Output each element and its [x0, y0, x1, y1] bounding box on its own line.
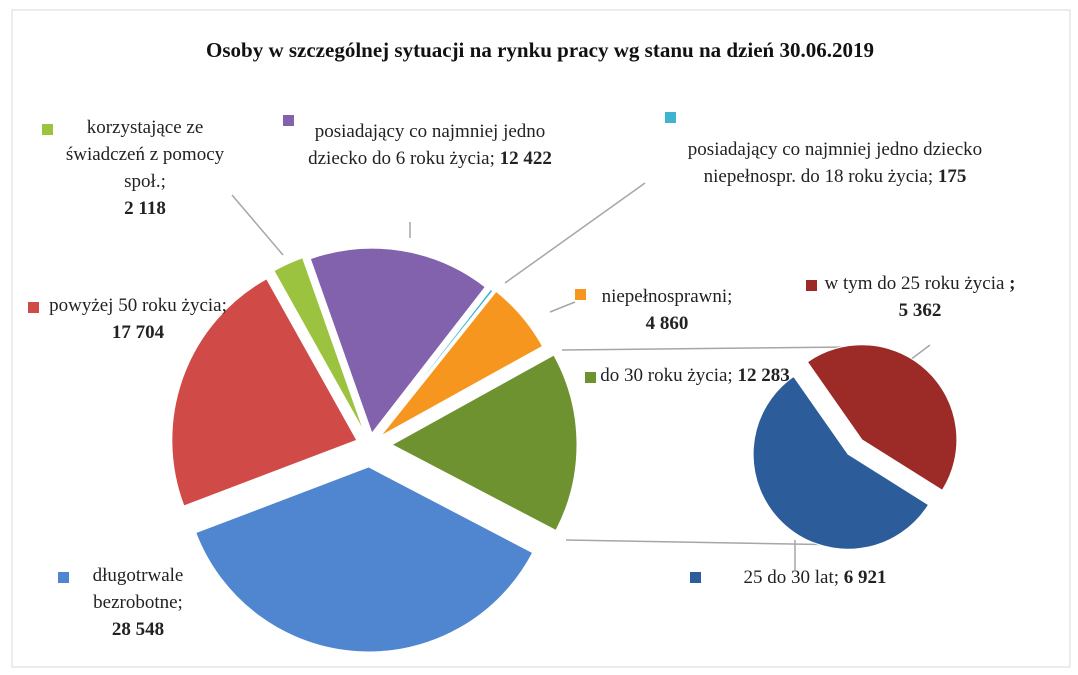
leader-line [909, 344, 931, 361]
label-name: korzystające ze świadczeń z pomocy społ.… [65, 117, 225, 192]
label-value: 17 704 [111, 322, 165, 343]
legend-swatch [665, 112, 676, 123]
legend-swatch [283, 115, 294, 126]
pie-slice [309, 247, 486, 435]
data-label: w tym do 25 roku życia ; 5 362 [820, 270, 1020, 324]
data-label: posiadający co najmniej jedno dziecko do… [300, 118, 560, 172]
pie-slice [752, 375, 930, 550]
pie-slice [195, 466, 534, 653]
pie-slice [273, 257, 365, 433]
connector-line [565, 539, 851, 546]
legend-swatch [58, 572, 69, 583]
label-value: ; 5 362 [898, 273, 1016, 321]
label-value: 175 [937, 166, 967, 187]
leader-line [231, 194, 284, 256]
legend-swatch [690, 572, 701, 583]
legend-swatch [28, 302, 39, 313]
label-value: 12 283 [737, 365, 790, 386]
leader-lines [231, 182, 931, 570]
data-label: długotrwale bezrobotne; 28 548 [68, 562, 208, 643]
leader-line [504, 182, 646, 284]
label-name: do 30 roku życia; [600, 365, 733, 386]
data-label: powyżej 50 roku życia; 17 704 [38, 292, 238, 346]
pie-slice [806, 344, 958, 492]
label-name: powyżej 50 roku życia; [49, 295, 227, 316]
slices [171, 247, 958, 653]
legend-swatch [585, 372, 596, 383]
legend-swatch [42, 124, 53, 135]
legend-swatch [806, 280, 817, 291]
label-value: 28 548 [111, 619, 165, 640]
data-label: 25 do 30 lat; 6 921 [700, 564, 930, 591]
label-name: posiadający co najmniej jedno dziecko do… [308, 121, 546, 169]
data-label: korzystające ze świadczeń z pomocy społ.… [60, 114, 230, 222]
label-name: niepełnosprawni; [601, 286, 733, 307]
pie-slice [377, 288, 494, 436]
connector-line [561, 346, 851, 351]
data-label: niepełnosprawni; 4 860 [592, 283, 742, 337]
label-name: długotrwale bezrobotne; [92, 565, 184, 613]
legend-swatch [575, 289, 586, 300]
label-name: 25 do 30 lat; [743, 567, 840, 588]
data-label: do 30 roku życia; 12 283 [600, 362, 790, 389]
data-label: posiadający co najmniej jedno dziecko ni… [680, 136, 990, 190]
pie-slice [390, 354, 578, 532]
label-value: 2 118 [124, 198, 166, 219]
label-name: posiadający co najmniej jedno dziecko ni… [687, 139, 983, 187]
label-value: 4 860 [645, 313, 689, 334]
pie-slice [171, 278, 358, 507]
chart-title: Osoby w szczególnej sytuacji na rynku pr… [206, 38, 874, 62]
leader-line [549, 301, 576, 313]
label-value: 12 422 [499, 148, 552, 169]
label-value: 6 921 [843, 567, 887, 588]
pie-slice [380, 290, 544, 437]
frame [11, 9, 1071, 668]
label-name: w tym do 25 roku życia [824, 273, 1005, 294]
